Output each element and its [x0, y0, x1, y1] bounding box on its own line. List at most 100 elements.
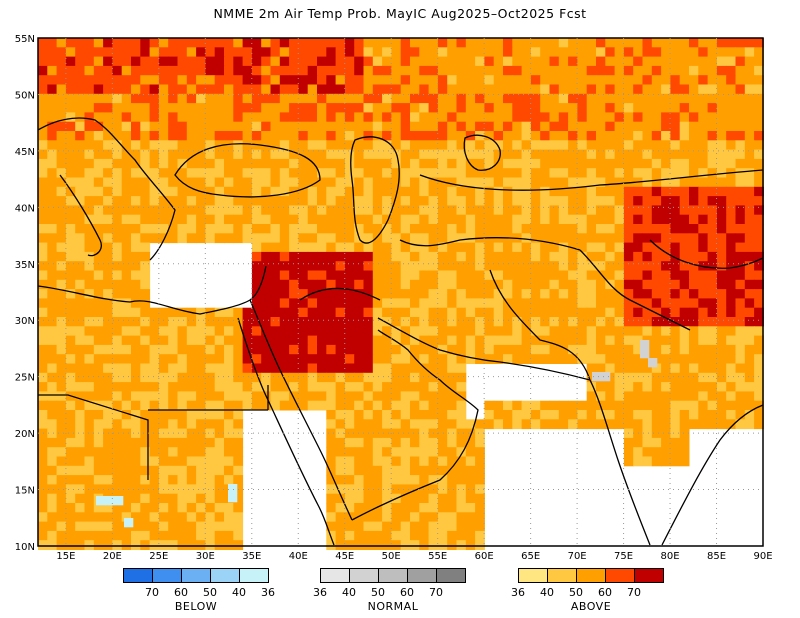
probability-cell	[112, 465, 123, 476]
probability-cell	[400, 196, 411, 206]
probability-cell	[242, 372, 253, 383]
probability-cell	[186, 456, 197, 467]
probability-cell	[289, 317, 299, 327]
probability-cell	[344, 400, 355, 411]
probability-cell	[679, 65, 690, 76]
normal-cell	[640, 340, 650, 350]
probability-cell	[186, 382, 197, 392]
probability-cell	[224, 121, 234, 132]
probability-cell	[307, 205, 318, 216]
probability-cell	[623, 289, 634, 299]
probability-cell	[270, 205, 281, 216]
probability-cell	[168, 530, 178, 541]
probability-cell	[410, 372, 420, 383]
probability-cell	[670, 233, 681, 244]
probability-cell	[651, 121, 662, 132]
probability-cell	[112, 382, 123, 392]
probability-cell	[493, 251, 504, 262]
probability-cell	[633, 382, 643, 392]
probability-cell	[196, 512, 206, 523]
probability-cell	[158, 131, 169, 141]
probability-cell	[530, 93, 541, 104]
probability-cell	[270, 382, 281, 392]
probability-cell	[149, 140, 160, 151]
probability-cell	[214, 65, 225, 76]
probability-cell	[177, 158, 188, 169]
probability-cell	[261, 65, 271, 76]
probability-cell	[456, 289, 467, 299]
probability-cell	[233, 465, 244, 476]
probability-cell	[317, 298, 327, 309]
probability-cell	[251, 75, 262, 85]
probability-cell	[298, 214, 309, 225]
probability-cell	[419, 391, 430, 402]
probability-cell	[540, 93, 550, 104]
probability-cell	[38, 261, 48, 271]
probability-cell	[140, 530, 151, 541]
probability-cell	[726, 391, 736, 402]
probability-cell	[261, 196, 271, 206]
probability-cell	[605, 261, 616, 271]
probability-cell	[530, 344, 541, 355]
probability-cell	[354, 112, 364, 123]
probability-cell	[47, 382, 58, 392]
probability-cell	[484, 149, 495, 160]
probability-cell	[363, 391, 374, 402]
probability-cell	[521, 38, 532, 48]
probability-cell	[298, 93, 309, 104]
probability-cell	[214, 503, 225, 513]
probability-cell	[344, 270, 355, 281]
probability-cell	[456, 270, 467, 281]
probability-cell	[558, 335, 569, 346]
probability-cell	[447, 493, 457, 504]
probability-cell	[391, 168, 402, 178]
probability-cell	[317, 335, 327, 346]
probability-cell	[344, 456, 355, 467]
probability-cell	[521, 103, 532, 113]
probability-cell	[224, 372, 234, 383]
probability-cell	[205, 363, 216, 374]
probability-cell	[186, 56, 197, 67]
probability-cell	[503, 344, 513, 355]
probability-cell	[428, 326, 439, 337]
probability-cell	[484, 419, 495, 430]
probability-cell	[140, 251, 151, 262]
probability-cell	[177, 419, 188, 430]
probability-cell	[521, 131, 532, 141]
probability-cell	[410, 400, 420, 411]
probability-cell	[391, 428, 402, 439]
probability-cell	[56, 428, 67, 439]
probability-cell	[428, 93, 439, 104]
probability-cell	[270, 270, 281, 281]
probability-cell	[596, 344, 606, 355]
probability-cell	[344, 65, 355, 76]
probability-cell	[75, 540, 85, 550]
probability-cell	[140, 437, 151, 448]
probability-cell	[103, 261, 113, 271]
probability-cell	[447, 530, 457, 541]
probability-cell	[47, 84, 58, 95]
probability-cell	[661, 158, 671, 169]
probability-cell	[549, 186, 560, 197]
probability-cell	[149, 530, 160, 541]
probability-cell	[103, 47, 113, 58]
probability-cell	[279, 326, 290, 337]
probability-cell	[168, 419, 178, 430]
probability-cell	[623, 186, 634, 197]
probability-cell	[233, 317, 244, 327]
probability-cell	[689, 205, 699, 216]
probability-cell	[651, 168, 662, 178]
probability-cell	[614, 38, 625, 48]
probability-cell	[465, 196, 476, 206]
probability-cell	[298, 289, 309, 299]
probability-cell	[205, 140, 216, 151]
probability-cell	[177, 335, 188, 346]
probability-cell	[214, 382, 225, 392]
probability-cell	[503, 93, 513, 104]
probability-cell	[317, 75, 327, 85]
probability-cell	[326, 391, 337, 402]
probability-cell	[503, 279, 513, 290]
probability-cell	[177, 428, 188, 439]
probability-cell	[661, 103, 671, 113]
probability-cell	[614, 121, 625, 132]
